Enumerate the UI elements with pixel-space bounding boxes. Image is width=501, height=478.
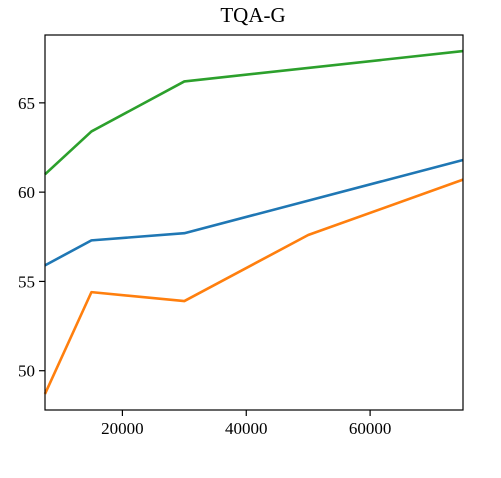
series-line-1 <box>44 158 464 267</box>
y-tick-label: 60 <box>18 183 35 202</box>
x-tick-label: 20000 <box>101 419 144 438</box>
axes-frame <box>44 34 464 411</box>
series-line-2 <box>43 178 464 395</box>
plot-area: 20000 40000 60000 50 55 60 65 <box>18 34 464 438</box>
y-tick-label: 55 <box>18 272 35 291</box>
series-layer <box>43 49 464 395</box>
chart-title: TQA-G <box>220 3 285 27</box>
y-tick-label: 65 <box>18 94 35 113</box>
series-line-3 <box>44 49 464 176</box>
x-tick-label: 60000 <box>349 419 392 438</box>
x-tick-label: 40000 <box>225 419 268 438</box>
y-tick-label: 50 <box>18 362 35 381</box>
x-axis: 20000 40000 60000 <box>101 410 391 438</box>
y-axis: 50 55 60 65 <box>18 94 45 381</box>
